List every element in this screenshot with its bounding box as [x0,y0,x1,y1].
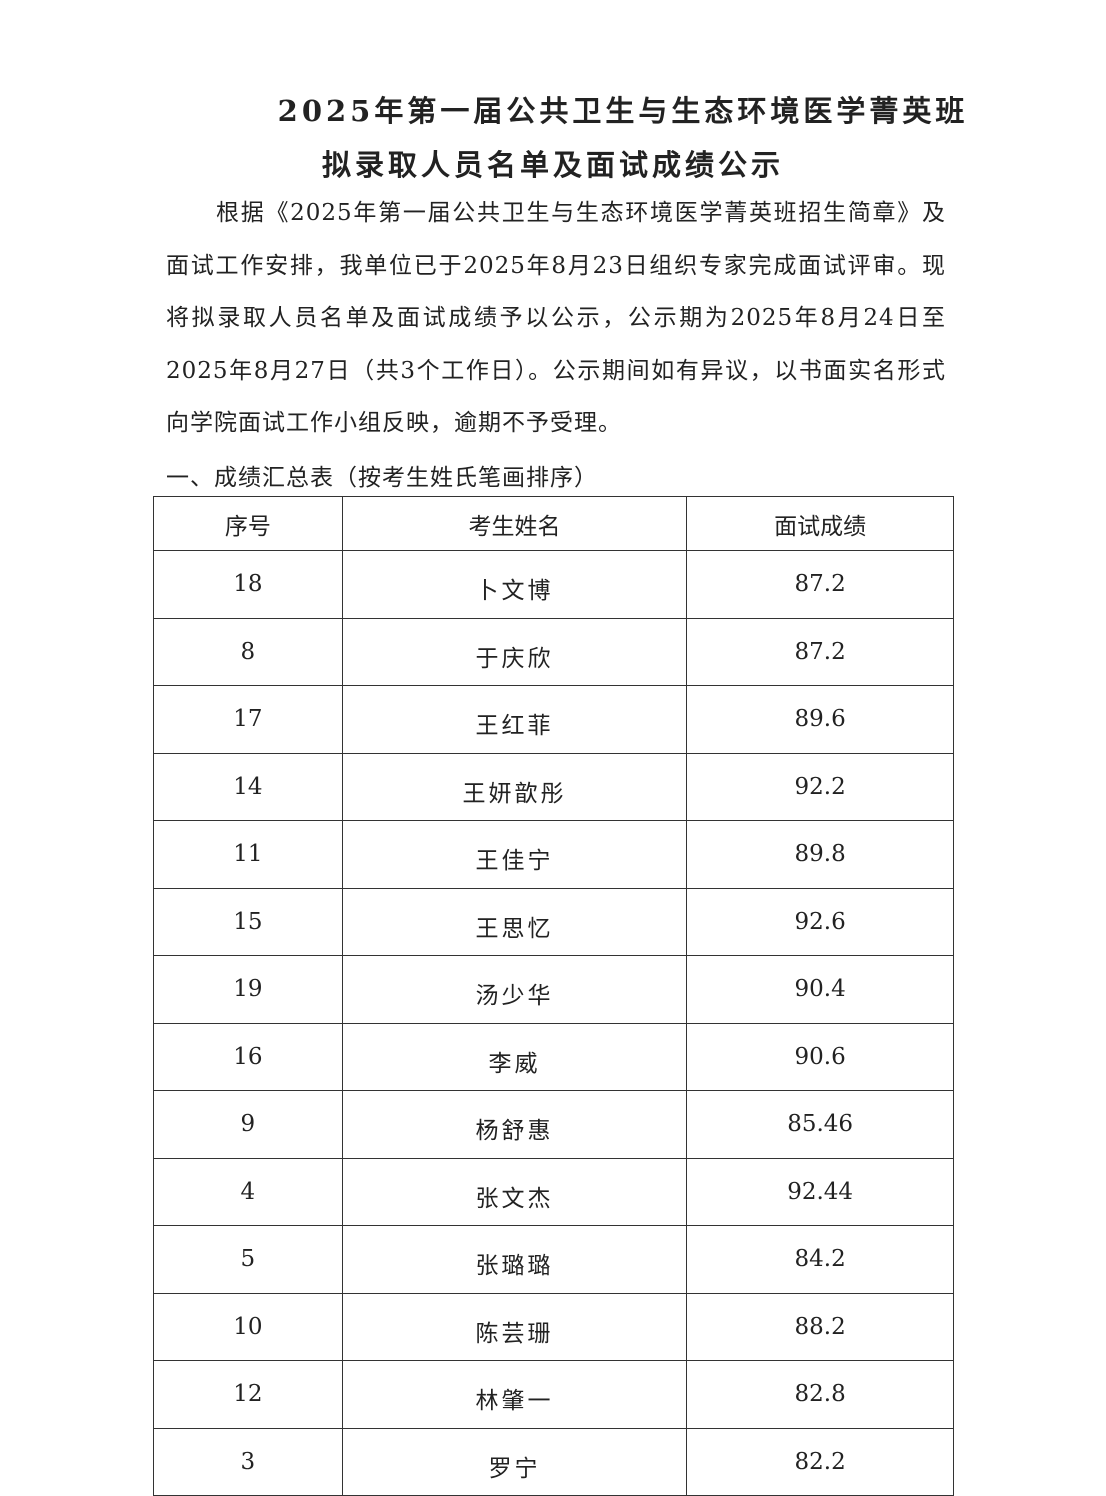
cell-name: 张文杰 [341,1157,688,1226]
table-row: 8 于庆欣 87.2 [153,617,954,686]
cell-name: 杨舒惠 [341,1090,688,1159]
table-row: 14 王妍歆彤 92.2 [153,752,954,821]
table-row: 5 张璐璐 84.2 [153,1225,954,1294]
table-row: 4 张文杰 92.44 [153,1157,954,1226]
cell-number: 17 [153,685,343,754]
table-row: 16 李威 90.6 [153,1022,954,1091]
body-paragraph: 根据《2025年第一届公共卫生与生态环境医学菁英班招生简章》及面试工作安排，我单… [166,187,946,450]
cell-number: 18 [153,550,343,619]
table-row: 9 杨舒惠 85.46 [153,1090,954,1159]
cell-score: 85.46 [686,1090,954,1159]
header-name: 考生姓名 [341,496,688,551]
cell-number: 4 [153,1157,343,1226]
body-text: 根据《2025年第一届公共卫生与生态环境医学菁英班招生简章》及面试工作安排，我单… [166,200,946,436]
cell-score: 89.8 [686,820,954,889]
header-number: 序号 [153,496,343,551]
section-heading: 一、成绩汇总表（按考生姓氏笔画排序） [166,465,598,491]
cell-name: 汤少华 [341,955,688,1024]
table-row: 12 林肇一 82.8 [153,1360,954,1429]
cell-score: 90.4 [686,955,954,1024]
table-row: 15 王思忆 92.6 [153,887,954,956]
cell-name: 李威 [341,1022,688,1091]
cell-number: 14 [153,752,343,821]
table-row: 17 王红菲 89.6 [153,685,954,754]
table-row: 11 王佳宁 89.8 [153,820,954,889]
cell-score: 89.6 [686,685,954,754]
cell-number: 15 [153,887,343,956]
cell-number: 10 [153,1292,343,1361]
cell-number: 16 [153,1022,343,1091]
cell-name: 张璐璐 [341,1225,688,1294]
cell-score: 87.2 [686,550,954,619]
cell-number: 3 [153,1427,343,1496]
cell-name: 林肇一 [341,1360,688,1429]
cell-score: 90.6 [686,1022,954,1091]
cell-number: 19 [153,955,343,1024]
table-row: 19 汤少华 90.4 [153,955,954,1024]
table-row: 3 罗宁 82.2 [153,1427,954,1496]
cell-score: 84.2 [686,1225,954,1294]
cell-name: 王妍歆彤 [341,752,688,821]
document-title-line2: 拟录取人员名单及面试成绩公示 [321,148,784,182]
cell-number: 9 [153,1090,343,1159]
cell-score: 92.2 [686,752,954,821]
cell-score: 82.2 [686,1427,954,1496]
cell-score: 87.2 [686,617,954,686]
cell-score: 92.44 [686,1157,954,1226]
cell-name: 王思忆 [341,887,688,956]
cell-number: 12 [153,1360,343,1429]
score-table: 序号 考生姓名 面试成绩 18 卜文博 87.2 8 于庆欣 87.2 17 王红菲 89.6 1… [153,496,954,1496]
cell-name: 陈芸珊 [341,1292,688,1361]
cell-number: 8 [153,617,343,686]
cell-name: 于庆欣 [341,617,688,686]
cell-score: 82.8 [686,1360,954,1429]
cell-number: 11 [153,820,343,889]
table-header-row: 序号 考生姓名 面试成绩 [153,496,954,551]
cell-score: 88.2 [686,1292,954,1361]
cell-number: 5 [153,1225,343,1294]
table-row: 10 陈芸珊 88.2 [153,1292,954,1361]
cell-name: 卜文博 [341,550,688,619]
cell-name: 王佳宁 [341,820,688,889]
cell-name: 王红菲 [341,685,688,754]
cell-name: 罗宁 [341,1427,688,1496]
table-row: 18 卜文博 87.2 [153,550,954,619]
cell-score: 92.6 [686,887,954,956]
header-score: 面试成绩 [686,496,954,551]
document-title-line1: 2025年第一届公共卫生与生态环境医学菁英班 [277,94,969,128]
